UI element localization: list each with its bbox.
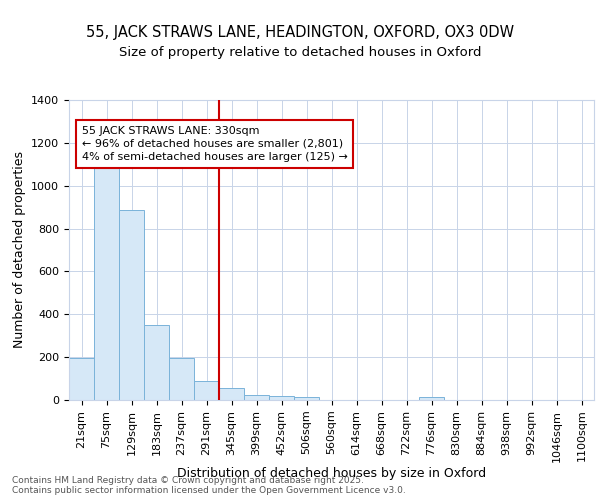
Text: Contains HM Land Registry data © Crown copyright and database right 2025.
Contai: Contains HM Land Registry data © Crown c… bbox=[12, 476, 406, 495]
Bar bbox=[419, 397, 444, 400]
Text: 55, JACK STRAWS LANE, HEADINGTON, OXFORD, OX3 0DW: 55, JACK STRAWS LANE, HEADINGTON, OXFORD… bbox=[86, 25, 514, 40]
Bar bbox=[194, 380, 219, 400]
Bar bbox=[269, 396, 294, 400]
Bar bbox=[69, 358, 94, 400]
Bar bbox=[169, 358, 194, 400]
Bar bbox=[294, 397, 319, 400]
Bar bbox=[219, 388, 244, 400]
Bar bbox=[244, 396, 269, 400]
Bar bbox=[119, 210, 144, 400]
Bar bbox=[144, 325, 169, 400]
Text: Size of property relative to detached houses in Oxford: Size of property relative to detached ho… bbox=[119, 46, 481, 59]
Bar bbox=[94, 159, 119, 400]
Text: 55 JACK STRAWS LANE: 330sqm
← 96% of detached houses are smaller (2,801)
4% of s: 55 JACK STRAWS LANE: 330sqm ← 96% of det… bbox=[82, 126, 347, 162]
X-axis label: Distribution of detached houses by size in Oxford: Distribution of detached houses by size … bbox=[177, 467, 486, 480]
Y-axis label: Number of detached properties: Number of detached properties bbox=[13, 152, 26, 348]
